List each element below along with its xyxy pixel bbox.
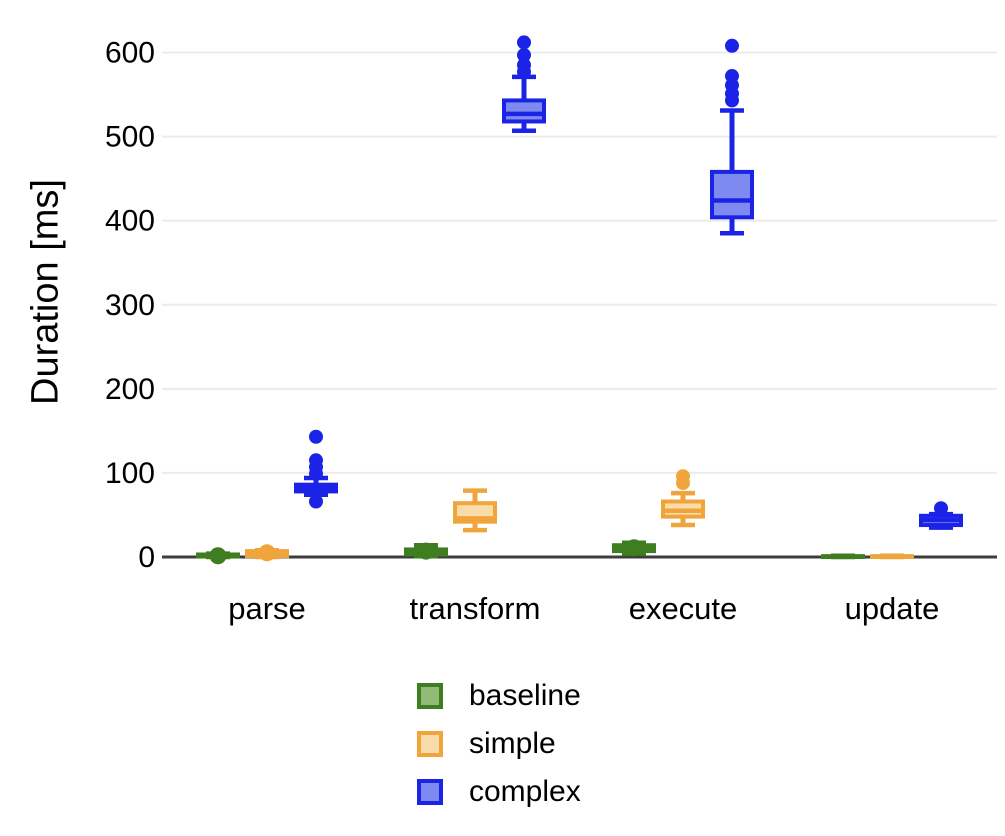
x-category-label: execute [629,591,738,626]
legend: baseline simple complex [417,672,581,816]
y-tick-label: 300 [105,289,155,322]
legend-item: baseline [417,672,581,720]
outlier-dot [517,48,531,63]
legend-label: simple [469,727,556,760]
legend-label: complex [469,775,581,808]
y-tick-label: 500 [105,121,155,154]
outlier-dot [309,429,323,444]
outlier-dot [934,501,948,516]
legend-swatch [417,683,443,709]
x-category-label: update [845,591,940,626]
legend-swatch [417,779,443,805]
y-tick-label: 400 [105,205,155,238]
y-tick-label: 0 [138,541,155,574]
y-tick-label: 100 [105,457,155,490]
box [502,98,546,124]
legend-item: simple [417,720,581,768]
y-axis-title: Duration [ms] [24,179,67,405]
outlier-dot [517,35,531,50]
outlier-dot [676,469,690,484]
x-category-label: parse [228,591,306,626]
legend-item: complex [417,768,581,816]
outlier-dot [725,69,739,84]
x-category-label: transform [410,591,541,626]
outlier-dot [517,58,531,73]
y-tick-label: 600 [105,37,155,70]
legend-label: baseline [469,679,581,712]
median-dot [209,547,227,565]
legend-swatch [417,731,443,757]
median-dot [625,539,643,557]
outlier-dot [309,453,323,468]
y-tick-label: 200 [105,373,155,406]
outlier-dot [309,494,323,509]
outlier-dot [725,38,739,53]
median-dot [417,542,435,560]
median-dot [258,544,276,562]
box [710,169,754,220]
